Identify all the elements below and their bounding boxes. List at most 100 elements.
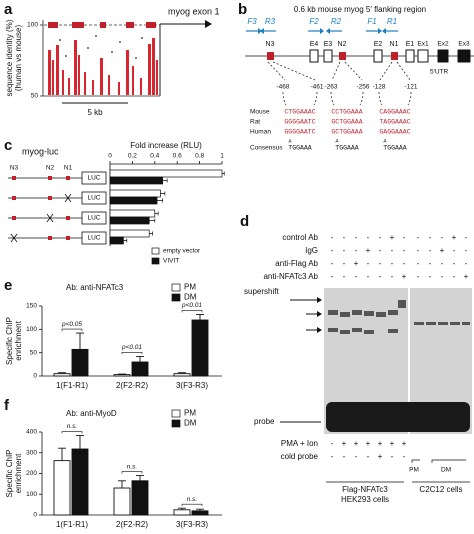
sign: -: [417, 233, 420, 242]
error-bar: [160, 191, 166, 196]
bar: [173, 373, 191, 377]
group-label: HEK293 cells: [341, 495, 389, 504]
sign: +: [390, 233, 395, 242]
sign: -: [343, 272, 346, 281]
consensus: TGGAAA: [288, 145, 312, 152]
sign: +: [440, 246, 445, 255]
significance-bracket: [121, 471, 143, 474]
x-tick-label: 0.8: [195, 153, 204, 160]
chart-title: Ab: anti-MyoD: [66, 409, 117, 418]
reporter-box: [81, 171, 107, 185]
exon-label: Ex1: [417, 41, 429, 48]
sign: -: [331, 233, 334, 242]
gel-image: [280, 288, 472, 483]
sign: -: [343, 452, 346, 461]
position-label: -461: [310, 84, 323, 91]
sign: -: [417, 259, 420, 268]
error-bar: [178, 372, 186, 374]
y-tick-label: 100: [26, 326, 37, 333]
sign: -: [429, 246, 432, 255]
sign: -: [355, 272, 358, 281]
promoter-map: [245, 28, 474, 106]
legend-swatch: [171, 293, 181, 302]
panel-letter: d: [240, 213, 249, 230]
sign: +: [390, 439, 395, 448]
band-label: probe: [254, 417, 275, 426]
sign: -: [391, 272, 394, 281]
sign: -: [367, 233, 370, 242]
sign: -: [331, 439, 334, 448]
species-label: Mouse: [250, 109, 270, 116]
treatment-label: anti-NFATc3 Ab: [263, 272, 318, 281]
x-tick-label: 0.2: [128, 153, 137, 160]
error-bar: [58, 447, 66, 461]
utr-label: 5'UTR: [430, 69, 449, 76]
error-bar: [196, 508, 204, 511]
consensus-variant: A: [383, 138, 386, 144]
x-tick-label: 2(F2-R2): [116, 520, 148, 529]
reporter-label: LUC: [87, 215, 100, 222]
sign: +: [464, 272, 469, 281]
legend-swatch: [151, 257, 160, 265]
sign: -: [403, 246, 406, 255]
y-axis-label: enrichment: [14, 320, 23, 360]
sign: -: [391, 246, 394, 255]
legend-swatch: [171, 409, 181, 418]
condition-label: PMA + Ion: [281, 439, 318, 448]
sign: -: [355, 452, 358, 461]
sign: -: [391, 259, 394, 268]
position-label: -121: [404, 84, 417, 91]
bar: [53, 460, 71, 516]
primer-label: F3: [247, 17, 257, 26]
error-bar: [196, 313, 204, 320]
error-bar: [149, 218, 156, 223]
x-tick-label: 0.4: [150, 153, 159, 160]
x-tick-label: 2(F2-R2): [116, 381, 148, 390]
sign: -: [441, 259, 444, 268]
bar: [109, 236, 124, 245]
y-tick-label: 50: [31, 93, 39, 100]
element-label: E3: [324, 41, 333, 48]
sign: -: [343, 259, 346, 268]
sign: -: [391, 452, 394, 461]
y-tick-label: 300: [26, 449, 37, 456]
error-bar: [162, 178, 168, 183]
error-bar: [157, 198, 163, 203]
bar: [109, 209, 156, 218]
sign: -: [331, 452, 334, 461]
legend-label: DM: [184, 419, 197, 428]
legend-label: PM: [184, 409, 196, 418]
sign: -: [331, 246, 334, 255]
sequence: GCTGGAAA: [331, 129, 362, 136]
x-tick-label: 0.6: [173, 153, 182, 160]
sign: -: [429, 259, 432, 268]
annotation: n.s.: [127, 463, 138, 470]
treatment-label: IgG: [305, 246, 318, 255]
sign: -: [379, 233, 382, 242]
error-bar: [222, 171, 225, 176]
bar: [191, 319, 209, 377]
sign: -: [403, 233, 406, 242]
region-title: 0.6 kb mouse myog 5′ flanking region: [294, 5, 426, 14]
sign: -: [403, 452, 406, 461]
sign: +: [366, 246, 371, 255]
site-label: N2: [46, 165, 55, 172]
sign: +: [402, 439, 407, 448]
bar: [53, 373, 71, 377]
sequence: GGGGAATC: [284, 119, 315, 126]
treatment-label: anti-Flag Ab: [275, 259, 318, 268]
y-tick-label: 200: [26, 470, 37, 477]
element-label: E4: [310, 41, 319, 48]
element-label: E1: [406, 41, 415, 48]
error-bar: [123, 238, 128, 243]
species-label: Rat: [250, 119, 260, 126]
sign: -: [453, 272, 456, 281]
position-label: -128: [372, 84, 385, 91]
species-label: Consensus: [250, 145, 283, 152]
error-bar: [118, 480, 126, 489]
primer-label: R1: [387, 17, 397, 26]
site-label: N3: [10, 165, 19, 172]
group-label: C2C12 cells: [419, 485, 462, 494]
sign: -: [441, 272, 444, 281]
